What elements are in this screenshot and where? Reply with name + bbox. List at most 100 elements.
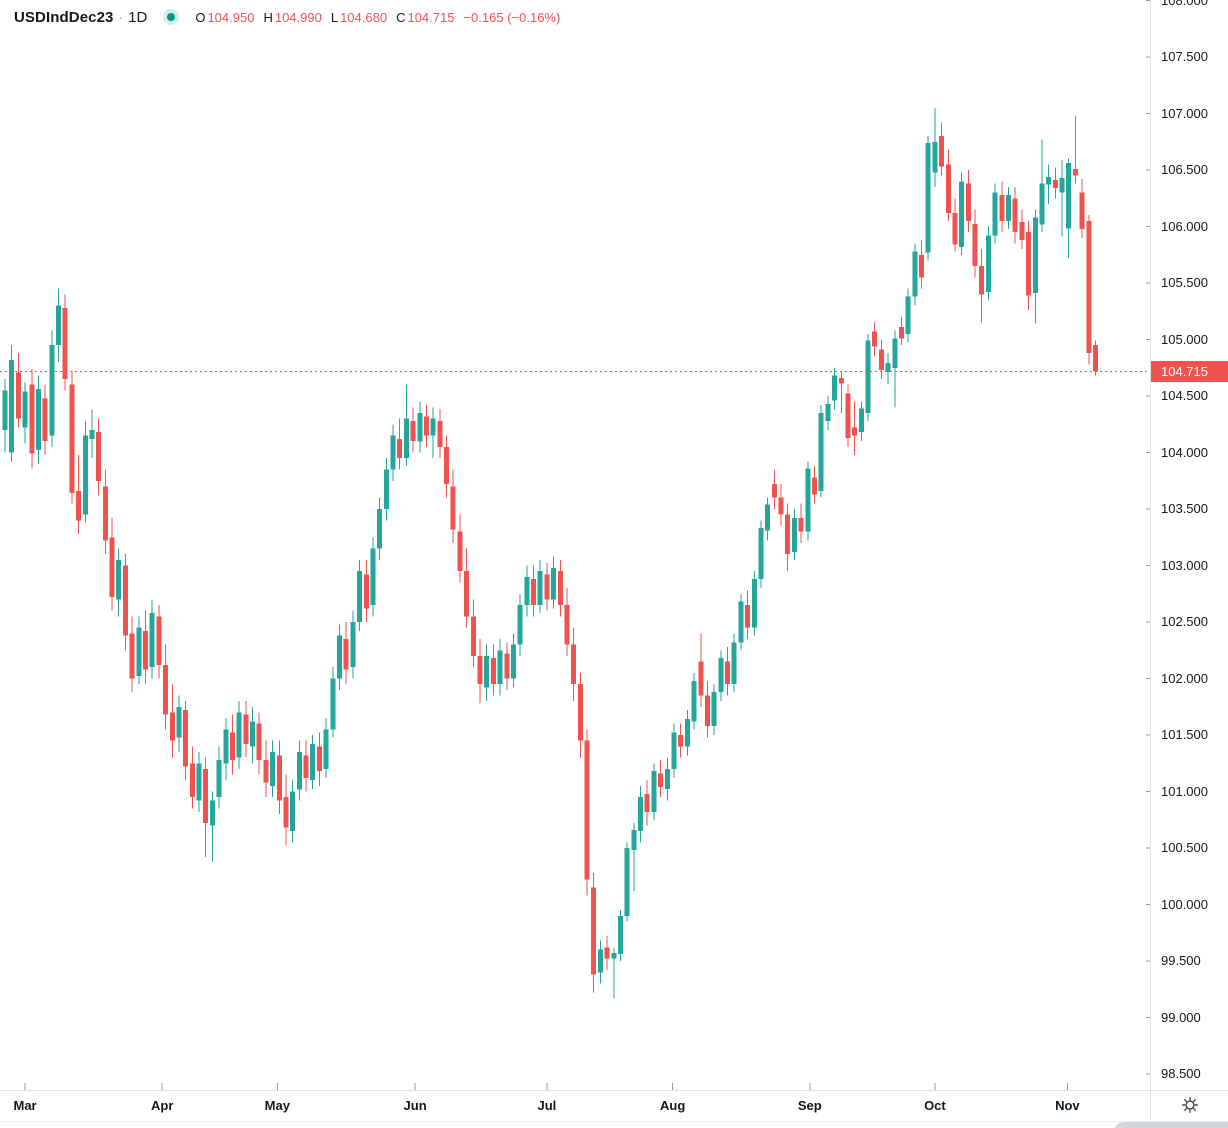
candle-up (136, 627, 142, 677)
candle-down (644, 793, 650, 812)
candle-up (337, 635, 342, 679)
last-price-badge: 104.715 (1151, 361, 1228, 383)
ohlc-readout: O 104.950 H 104.990 L 104.680 C 104.715 −0.1… (195, 10, 560, 25)
candle-up (2, 390, 8, 430)
candle-down (658, 773, 664, 787)
candle-up (216, 759, 222, 798)
candle-down (852, 427, 858, 436)
price-axis-label: 102.500 (1161, 614, 1208, 629)
candle-down (156, 616, 162, 665)
candle-up (731, 642, 737, 685)
candle-down (477, 655, 483, 685)
candle-down (169, 712, 175, 741)
candle-down (899, 327, 904, 339)
market-status-icon[interactable] (163, 9, 180, 25)
candle-up (892, 338, 898, 368)
symbol-header: USDIndDec23 · 1D O 104.950 H 104.990 L 104.… (14, 7, 560, 27)
candle-up (985, 235, 991, 292)
candle-up (250, 721, 255, 747)
time-axis[interactable]: Mar Apr May Jun Jul Aug Sep Oct Nov (0, 1090, 1228, 1122)
price-axis-label: 104.000 (1161, 444, 1208, 460)
candle-up (664, 768, 670, 790)
candle-up (551, 567, 557, 600)
axis-settings-gear-icon[interactable] (1181, 1096, 1199, 1114)
candle-up (36, 389, 41, 451)
time-axis-label: Jul (537, 1098, 557, 1113)
symbol-name[interactable]: USDIndDec23 (14, 8, 114, 26)
time-axis-label: Sep (797, 1098, 822, 1113)
change-value: −0.165 (−0.16%) (463, 9, 561, 25)
candle-up (624, 848, 630, 916)
candle-up (9, 359, 15, 453)
candle-down (785, 514, 791, 555)
timeframe[interactable]: 1D (128, 8, 148, 26)
candle-down (256, 723, 262, 760)
candle-up (22, 391, 28, 428)
price-axis-label: 106.500 (1161, 162, 1208, 177)
candle-down (96, 432, 102, 481)
low-label: L (330, 9, 339, 25)
candle-up (805, 468, 811, 532)
candle-down (470, 616, 476, 656)
price-axis-label: 99.500 (1161, 953, 1201, 968)
candle-up (1006, 194, 1011, 221)
price-axis-label: 101.000 (1161, 783, 1208, 799)
candle-up (330, 678, 336, 730)
candle-up (932, 141, 938, 173)
candle-up (825, 403, 831, 421)
candle-down (283, 797, 289, 828)
candle-down (1072, 168, 1078, 176)
price-axis-label: 105.000 (1161, 331, 1208, 347)
candle-down (343, 639, 349, 670)
candle-down (952, 212, 958, 245)
status-core (167, 13, 176, 21)
candle-down (678, 735, 684, 747)
close-pair: C 104.715 (396, 10, 454, 25)
candle-up (858, 408, 864, 433)
time-axis-label: Aug (660, 1098, 686, 1113)
candle-up (684, 719, 690, 747)
candle-down (705, 695, 710, 726)
candle-up (751, 579, 757, 628)
candle-up (209, 800, 215, 826)
candle-down (444, 446, 449, 485)
time-axis-label: Mar (13, 1098, 37, 1113)
candle-down (410, 420, 416, 442)
price-axis-label: 104.500 (1161, 388, 1208, 403)
candle-up (1066, 163, 1072, 229)
candle-up (497, 650, 503, 685)
candle-up (651, 771, 657, 812)
candle-up (323, 729, 329, 769)
candle-up (618, 915, 623, 955)
candle-down (1079, 192, 1085, 229)
time-axis-label: Oct (924, 1098, 946, 1113)
candle-down (838, 377, 844, 384)
candle-down (557, 571, 563, 605)
close-value: 104.715 (407, 9, 455, 25)
close-label: C (396, 9, 406, 25)
candle-up (310, 744, 316, 781)
candle-down (450, 486, 456, 530)
candle-down (109, 537, 115, 598)
price-axis-label: 101.500 (1161, 727, 1208, 742)
price-axis-label: 99.000 (1161, 1009, 1201, 1025)
candle-down (243, 714, 249, 745)
high-label: H (263, 9, 273, 25)
candle-down (437, 420, 443, 447)
candle-down (303, 755, 309, 778)
candle-up (1046, 176, 1052, 185)
candle-up (818, 413, 824, 491)
candle-up (992, 192, 998, 236)
time-axis-label: May (264, 1098, 290, 1113)
candle-down (62, 307, 68, 380)
candle-up (430, 418, 436, 436)
candle-down (564, 605, 570, 645)
candle-down (504, 653, 510, 679)
candle-up (832, 375, 838, 401)
price-axis[interactable]: 104.715 108.000 107.500 107.000 106.500 106.… (1150, 0, 1228, 1090)
candle-down (42, 398, 48, 442)
candle-down (999, 194, 1005, 221)
high-value: 104.990 (274, 9, 322, 25)
